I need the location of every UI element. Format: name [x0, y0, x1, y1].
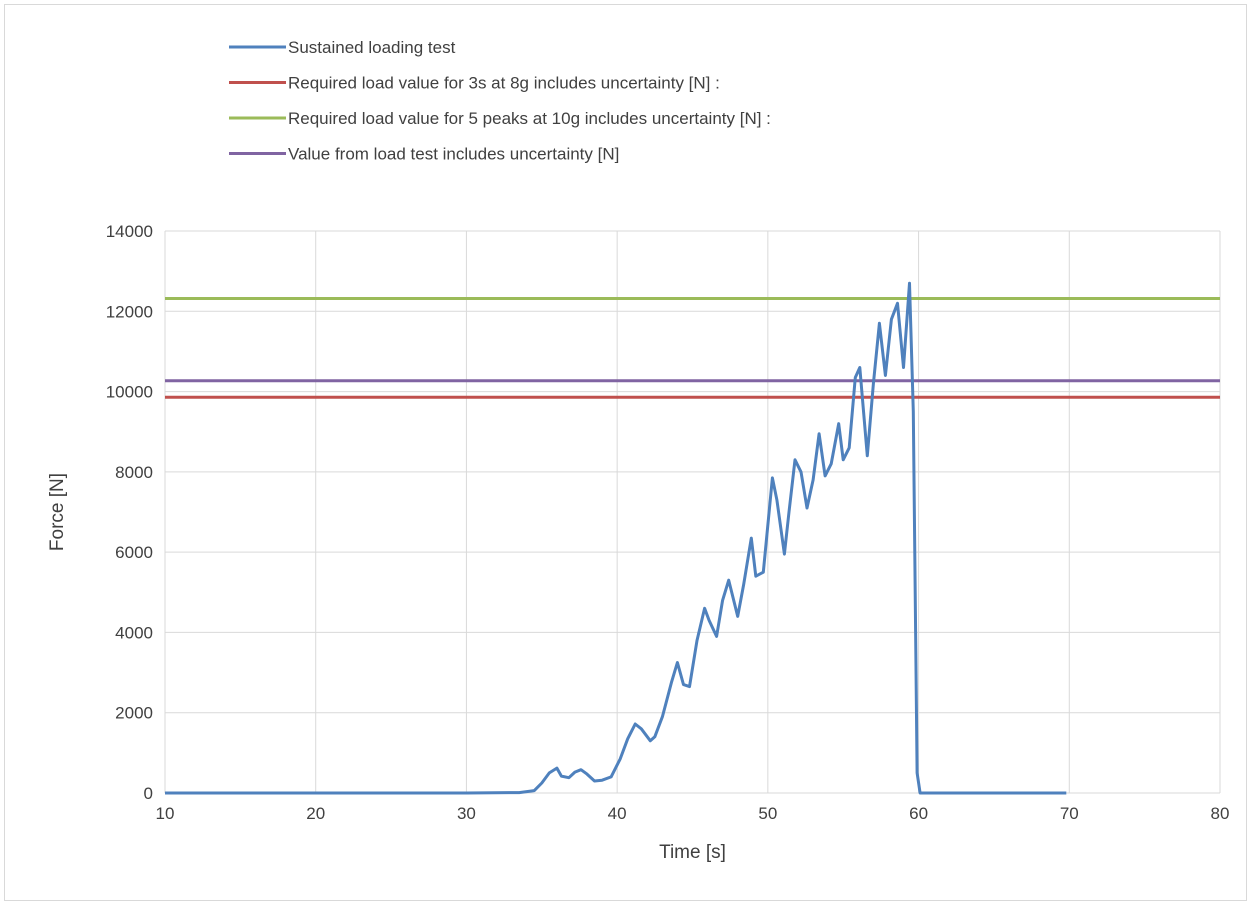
grid-layer	[164, 230, 1221, 794]
y-tick-label: 12000	[106, 302, 153, 321]
x-tick-label: 70	[1060, 804, 1079, 823]
legend: Sustained loading test Required load valu…	[229, 38, 771, 164]
x-tick-label: 30	[457, 804, 476, 823]
x-tick-label: 20	[306, 804, 325, 823]
series-line-0	[165, 281, 1067, 795]
legend-label-3: Value from load test includes uncertaint…	[288, 145, 619, 164]
y-tick-label: 10000	[106, 383, 153, 402]
x-tick-label: 80	[1211, 804, 1230, 823]
y-tick-label: 2000	[115, 704, 153, 723]
x-tick-label: 50	[758, 804, 777, 823]
legend-label-1: Required load value for 3s at 8g include…	[288, 74, 720, 93]
y-axis-title: Force [N]	[47, 473, 68, 551]
y-tick-label: 14000	[106, 222, 153, 241]
x-tick-label: 40	[608, 804, 627, 823]
y-tick-label: 6000	[115, 543, 153, 562]
legend-label-0: Sustained loading test	[288, 38, 456, 57]
y-tick-label: 0	[144, 784, 153, 803]
y-tick-label: 4000	[115, 623, 153, 642]
x-tick-label: 10	[156, 804, 175, 823]
series-layer	[165, 281, 1220, 795]
x-axis-title: Time [s]	[659, 842, 726, 863]
y-tick-label: 8000	[115, 463, 153, 482]
legend-label-2: Required load value for 5 peaks at 10g i…	[288, 109, 771, 128]
tick-layer: 0 2000 4000 6000 8000 10000 12000 14000 10 20 30 40…	[106, 222, 1230, 823]
chart-frame	[4, 4, 1247, 901]
x-tick-label: 60	[909, 804, 928, 823]
